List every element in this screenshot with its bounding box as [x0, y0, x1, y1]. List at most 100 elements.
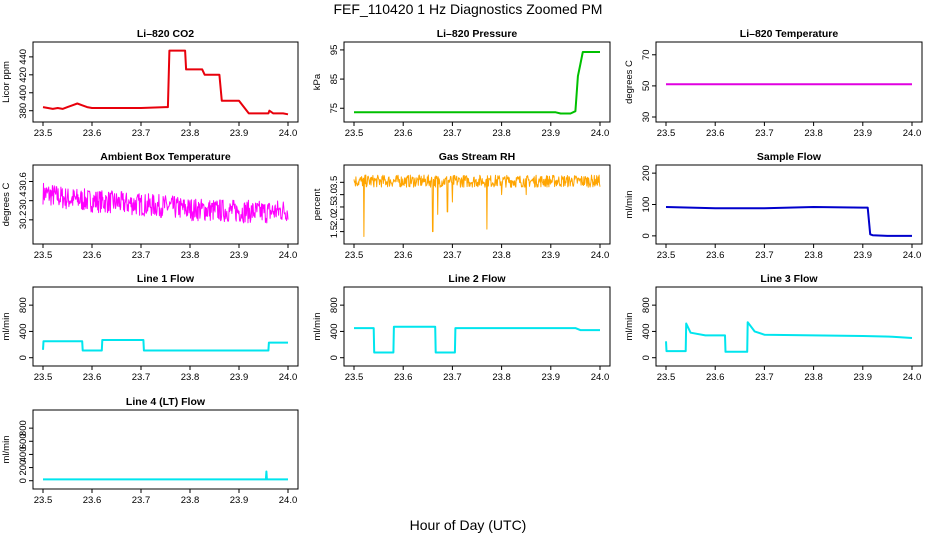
panel-4-y-tick-label: 30.2 — [18, 211, 29, 230]
panel-3-title: Li–820 Temperature — [740, 28, 839, 40]
panel-10-y-tick-label: 200 — [18, 460, 29, 476]
panel-5-frame — [343, 164, 611, 245]
panel-3-x-tick-label: 23.5 — [657, 128, 676, 139]
panel-8-y-tick-label: 800 — [329, 297, 340, 313]
panel-7-x-tick-label: 24.0 — [279, 372, 298, 383]
panel-10-y-tick-label: 800 — [18, 420, 29, 436]
panel-8-series-line — [354, 325, 600, 354]
panel-9-frame — [655, 286, 923, 367]
panel-8-x-tick-label: 23.8 — [492, 372, 511, 383]
panel-7-series-line — [42, 339, 288, 352]
panel-6-x-tick-label: 23.8 — [804, 250, 823, 261]
panel-9-y-tick-label: 400 — [641, 323, 652, 339]
panel-4-x-tick-label: 24.0 — [279, 250, 298, 261]
panel-5-x-tick-label: 23.8 — [492, 250, 511, 261]
panel-7-y-label: ml/min — [1, 313, 12, 341]
panel-2-y-label: kPa — [312, 73, 323, 90]
panel-1-x-tick-label: 24.0 — [279, 128, 298, 139]
panel-9-x-tick-label: 23.7 — [755, 372, 774, 383]
panel-8-x-tick-label: 23.9 — [542, 372, 561, 383]
panel-5-x-tick-label: 23.6 — [394, 250, 413, 261]
panel-10-x-tick-label: 23.7 — [132, 495, 151, 506]
panel-1-frame — [32, 41, 299, 123]
panel-1-x-tick-label: 23.5 — [34, 128, 53, 139]
panel-3-x-tick-label: 24.0 — [903, 128, 922, 139]
panel-8-y-tick-label: 0 — [329, 355, 340, 360]
panel-7-x-tick-label: 23.7 — [132, 372, 151, 383]
panel-9-x-tick-label: 23.6 — [706, 372, 725, 383]
panel-1-series-line — [42, 49, 289, 116]
panel-4-y-label: degrees C — [1, 182, 12, 226]
panel-1-y-tick-label: 400 — [18, 85, 29, 101]
panel-5-title: Gas Stream RH — [439, 151, 515, 163]
panel-3-frame — [655, 41, 923, 123]
panel-5-series-line — [353, 174, 601, 237]
panel-2-x-tick-label: 24.0 — [591, 128, 610, 139]
panel-2-x-tick-label: 23.8 — [492, 128, 511, 139]
panel-5-x-tick-label: 23.5 — [345, 250, 364, 261]
panel-10-series-line — [43, 470, 288, 481]
panel-6-x-tick-label: 24.0 — [903, 250, 922, 261]
panel-2-y-tick-label: 85 — [329, 74, 340, 85]
panel-4-frame — [32, 164, 299, 245]
panel-10-y-tick-label: 0 — [18, 478, 29, 483]
panel-9-x-tick-label: 23.8 — [804, 372, 823, 383]
panel-1-x-tick-label: 23.6 — [83, 128, 102, 139]
panel-9-y-label: ml/min — [624, 313, 635, 341]
panel-3-x-tick-label: 23.7 — [755, 128, 774, 139]
panel-2-y-tick-label: 75 — [329, 103, 340, 114]
panel-7-y-tick-label: 800 — [18, 297, 29, 313]
panel-4-y-tick-label: 30.4 — [18, 191, 29, 210]
panel-2-x-tick-label: 23.5 — [345, 128, 364, 139]
panel-10-x-tick-label: 24.0 — [279, 495, 298, 506]
panel-3-y-tick-label: 70 — [641, 49, 652, 60]
panel-7-y-tick-label: 0 — [18, 355, 29, 360]
panel-1-y-label: Licor ppm — [1, 61, 12, 103]
panel-9-x-tick-label: 24.0 — [903, 372, 922, 383]
panel-9-x-tick-label: 23.9 — [854, 372, 873, 383]
panel-2-y-tick-label: 95 — [329, 45, 340, 56]
panel-8-frame — [343, 286, 611, 367]
panel-5-y-tick-label: 1.5 — [329, 225, 340, 238]
panel-7-x-tick-label: 23.5 — [34, 372, 53, 383]
panel-7-frame — [32, 286, 299, 367]
panel-10-x-tick-label: 23.8 — [181, 495, 200, 506]
panel-2-series-line — [354, 51, 600, 115]
panel-3-x-tick-label: 23.9 — [854, 128, 873, 139]
panel-6-y-tick-label: 200 — [641, 165, 652, 181]
panel-6-y-tick-label: 0 — [641, 233, 652, 238]
panel-1-x-tick-label: 23.9 — [230, 128, 249, 139]
panel-6-x-tick-label: 23.9 — [854, 250, 873, 261]
panel-2-x-tick-label: 23.7 — [443, 128, 462, 139]
panel-1-x-tick-label: 23.7 — [132, 128, 151, 139]
panel-8-title: Line 2 Flow — [448, 273, 506, 285]
panel-5-y-label: percent — [312, 188, 323, 220]
panel-10-y-tick-label: 600 — [18, 433, 29, 449]
panel-4-y-tick-label: 30.6 — [18, 172, 29, 191]
panel-7-y-tick-label: 400 — [18, 323, 29, 339]
panel-4-x-tick-label: 23.7 — [132, 250, 151, 261]
panel-1-y-tick-label: 420 — [18, 67, 29, 83]
panel-6-x-tick-label: 23.7 — [755, 250, 774, 261]
panel-2-title: Li–820 Pressure — [437, 28, 518, 40]
panel-7-title: Line 1 Flow — [137, 273, 195, 285]
panel-8-y-tick-label: 400 — [329, 323, 340, 339]
panel-2-x-tick-label: 23.9 — [542, 128, 561, 139]
panel-4-x-tick-label: 23.8 — [181, 250, 200, 261]
panel-6-x-tick-label: 23.6 — [706, 250, 725, 261]
panel-7-x-tick-label: 23.8 — [181, 372, 200, 383]
panel-10-y-tick-label: 400 — [18, 446, 29, 462]
panel-10-x-tick-label: 23.9 — [230, 495, 249, 506]
panel-7-x-tick-label: 23.9 — [230, 372, 249, 383]
panel-4-x-tick-label: 23.6 — [83, 250, 102, 261]
panel-10-x-tick-label: 23.6 — [83, 495, 102, 506]
panel-3-y-tick-label: 30 — [641, 112, 652, 123]
panel-3-y-label: degrees C — [624, 60, 635, 104]
panel-8-x-tick-label: 23.6 — [394, 372, 413, 383]
panel-9-series-line — [665, 321, 913, 353]
panel-4-x-tick-label: 23.5 — [34, 250, 53, 261]
panel-4-x-tick-label: 23.9 — [230, 250, 249, 261]
panel-5-y-tick-label: 3.0 — [329, 188, 340, 201]
panel-6-series-line — [665, 206, 912, 237]
